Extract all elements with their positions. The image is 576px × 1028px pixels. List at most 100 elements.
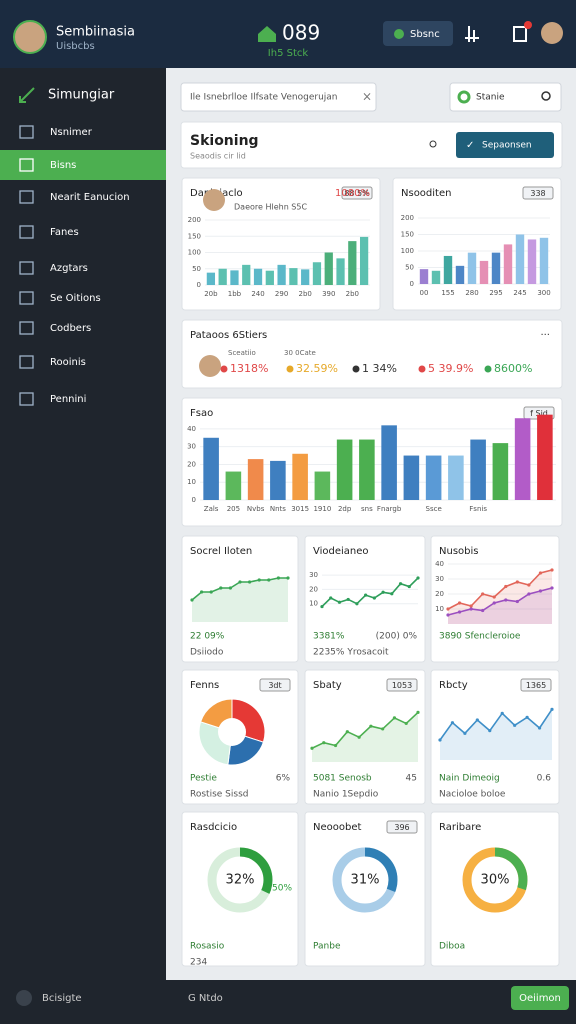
point [310, 746, 314, 750]
bar [527, 239, 537, 284]
card-title: Fsao [190, 408, 213, 419]
nav-item[interactable]: Rooinis [50, 357, 86, 368]
badge [341, 186, 373, 200]
section-button-label: Sepaonsen [482, 141, 532, 151]
point [228, 586, 232, 590]
bar [314, 471, 331, 500]
point [438, 738, 442, 742]
bar [403, 455, 420, 500]
point [209, 590, 213, 594]
bar [539, 237, 549, 284]
nav-icon [19, 158, 34, 172]
nav-item[interactable]: Fanes [50, 227, 79, 238]
card-footer: 45 [406, 774, 417, 784]
y-tick-label: 50 [192, 265, 201, 273]
x-tick-label: 390 [322, 290, 335, 298]
x-tick-label: Fnargb [377, 505, 402, 513]
y-tick-label: 30 [435, 575, 444, 583]
point [416, 710, 420, 715]
sidebar-title: Simungiar [48, 88, 115, 103]
card-footer: (200) 0% [376, 632, 418, 642]
center-title: 089 [282, 21, 320, 45]
badge-label: 338 [530, 189, 545, 198]
bar [324, 252, 333, 285]
bell-icon[interactable] [513, 26, 527, 42]
line [447, 569, 553, 610]
nav-item[interactable]: Nearit Eanucion [50, 192, 130, 203]
y-tick-label: 200 [188, 216, 201, 224]
header-subtitle: Uisbcbs [56, 41, 95, 52]
bar [348, 241, 357, 285]
x-tick-label: 20b [204, 290, 218, 298]
nav-item[interactable]: Azgtars [50, 263, 88, 274]
section-button[interactable] [456, 132, 554, 158]
x-tick-label: 290 [275, 290, 288, 298]
nav-item[interactable]: Bisns [50, 160, 76, 171]
bar [455, 265, 465, 284]
point [248, 580, 252, 584]
nav-item[interactable]: Pennini [50, 394, 86, 405]
point [345, 730, 349, 734]
x-tick-label: 245 [513, 289, 526, 297]
y-tick-label: 30 [187, 443, 196, 451]
nav-item[interactable]: Se Oitions [50, 293, 101, 304]
stat-dot [220, 365, 228, 373]
line [311, 711, 419, 749]
point [407, 584, 411, 589]
stat-value: 1318% [230, 362, 268, 375]
stat-dot [418, 365, 426, 373]
bar [425, 455, 442, 500]
card [430, 669, 560, 805]
badge [259, 678, 291, 692]
y-tick-label: 40 [435, 560, 444, 568]
bar [431, 270, 441, 284]
area [448, 588, 552, 624]
card-title: Nusobis [439, 546, 478, 557]
card-title: Nsooditen [401, 188, 451, 199]
y-tick-label: 0 [410, 280, 414, 288]
header-button[interactable] [383, 21, 453, 46]
bar [247, 459, 264, 500]
card-title: Rasdcicio [190, 822, 237, 833]
point [475, 718, 479, 722]
search-box[interactable] [180, 82, 377, 112]
search-icon[interactable] [541, 91, 551, 101]
filter-box[interactable] [449, 82, 562, 112]
footer-button[interactable] [511, 986, 569, 1010]
tool-icon[interactable] [465, 26, 479, 42]
bar [312, 262, 322, 285]
point [492, 601, 496, 605]
pie-hole [218, 718, 246, 746]
stat-dot [352, 365, 360, 373]
card-footer: 22 09% [190, 632, 225, 642]
point [469, 604, 473, 608]
bar [336, 258, 345, 285]
y-tick-label: 150 [401, 231, 414, 239]
clear-icon[interactable]: × [362, 90, 372, 104]
bar [203, 437, 219, 500]
point [481, 592, 485, 596]
card-footer: Pestie [190, 774, 217, 784]
point [329, 596, 333, 600]
badge-label: f Sid [530, 409, 548, 418]
card-title: Sbaty [313, 680, 342, 691]
avatar[interactable] [13, 20, 47, 54]
bar [253, 268, 263, 285]
stat-value: 1 34% [362, 362, 397, 375]
point [446, 607, 450, 611]
point [515, 580, 519, 584]
point [504, 598, 508, 602]
card-value: 1080% [335, 188, 370, 199]
donut-side: 4.50% [263, 884, 292, 894]
y-tick-label: 30 [309, 571, 318, 579]
donut-arc [462, 847, 528, 913]
card-title: Pataoos 6Stiers [190, 330, 267, 341]
bar [470, 439, 486, 500]
y-tick-label: 50 [405, 264, 414, 272]
nav-item[interactable]: Codbers [50, 323, 91, 334]
user-avatar[interactable] [541, 22, 563, 44]
nav-item[interactable]: Nsnimer [50, 127, 93, 138]
point [381, 590, 385, 594]
point [446, 613, 450, 617]
